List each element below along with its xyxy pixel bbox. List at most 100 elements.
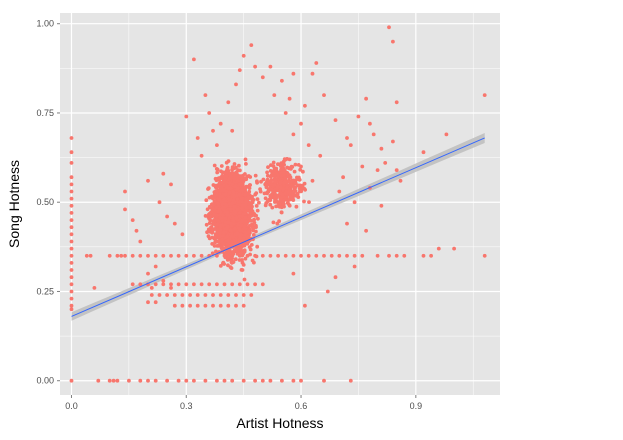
data-point — [444, 132, 449, 137]
data-point — [277, 204, 282, 209]
data-point — [228, 228, 233, 233]
data-point — [271, 188, 276, 193]
data-point — [214, 235, 219, 240]
data-point — [69, 136, 74, 140]
data-point — [138, 378, 143, 383]
data-point — [394, 168, 399, 173]
data-point — [92, 286, 97, 290]
data-point — [248, 252, 253, 257]
data-point — [274, 204, 278, 209]
data-point — [247, 186, 252, 191]
data-point — [252, 220, 257, 225]
data-point — [111, 378, 116, 383]
data-point — [69, 289, 74, 294]
data-point — [130, 253, 135, 258]
data-point — [241, 263, 246, 267]
data-point — [276, 253, 280, 258]
data-point — [375, 253, 380, 258]
data-point — [233, 173, 238, 178]
data-point — [322, 93, 326, 97]
data-point — [280, 378, 284, 383]
data-point — [69, 161, 74, 165]
data-point — [293, 162, 298, 167]
data-point — [169, 253, 173, 258]
data-point — [269, 179, 273, 184]
data-point — [233, 209, 238, 214]
data-point — [176, 378, 181, 383]
data-point — [231, 235, 236, 240]
data-point — [195, 303, 200, 308]
data-point — [192, 57, 196, 62]
data-point — [225, 226, 229, 231]
data-point — [291, 253, 296, 258]
data-point — [107, 378, 112, 383]
data-point — [138, 253, 143, 258]
data-point — [247, 224, 252, 228]
data-point — [260, 282, 265, 287]
data-point — [246, 195, 250, 199]
data-point — [203, 93, 208, 97]
data-point — [296, 163, 301, 167]
data-point — [146, 178, 150, 183]
data-point — [212, 199, 217, 203]
data-point — [237, 210, 242, 215]
data-point — [216, 201, 221, 206]
data-point — [222, 251, 227, 256]
data-point — [69, 182, 74, 187]
data-point — [222, 282, 227, 287]
data-point — [184, 114, 189, 119]
data-point — [228, 174, 233, 179]
data-point — [391, 139, 395, 144]
data-point — [452, 246, 456, 251]
data-point — [333, 275, 338, 280]
data-point — [314, 61, 319, 65]
data-point — [245, 282, 250, 287]
data-point — [348, 143, 353, 148]
data-point — [184, 253, 189, 258]
data-point — [215, 170, 220, 175]
data-point — [199, 282, 204, 287]
data-point — [161, 253, 166, 258]
data-point — [69, 282, 74, 287]
data-point — [268, 194, 273, 198]
data-point — [210, 230, 215, 235]
data-point — [176, 282, 181, 287]
data-point — [310, 178, 315, 183]
data-point — [268, 64, 273, 69]
data-point — [240, 200, 245, 205]
data-point — [278, 185, 283, 190]
data-point — [299, 253, 303, 258]
data-point — [293, 189, 298, 193]
data-point — [283, 111, 288, 115]
data-point — [421, 253, 426, 258]
data-point — [291, 271, 296, 276]
data-point — [268, 187, 273, 192]
data-point — [215, 282, 219, 287]
data-point — [205, 207, 210, 212]
data-point — [169, 286, 173, 290]
data-point — [204, 222, 209, 227]
data-point — [274, 194, 278, 199]
data-point — [287, 175, 292, 180]
data-point — [222, 378, 227, 383]
data-point — [206, 186, 211, 191]
data-point — [211, 293, 215, 297]
data-point — [199, 153, 204, 158]
data-point — [146, 378, 150, 383]
data-point — [123, 189, 127, 194]
data-point — [282, 173, 286, 177]
data-point — [301, 169, 305, 174]
data-point — [278, 180, 283, 185]
data-point — [286, 202, 291, 206]
data-point — [215, 253, 219, 258]
data-point — [482, 253, 487, 258]
data-point — [287, 197, 292, 202]
data-point — [299, 378, 303, 383]
data-point — [69, 303, 74, 308]
data-point — [210, 251, 215, 256]
data-point — [253, 378, 257, 383]
data-point — [232, 162, 237, 166]
data-point — [211, 219, 216, 224]
data-point — [260, 253, 265, 258]
data-point — [130, 282, 135, 287]
